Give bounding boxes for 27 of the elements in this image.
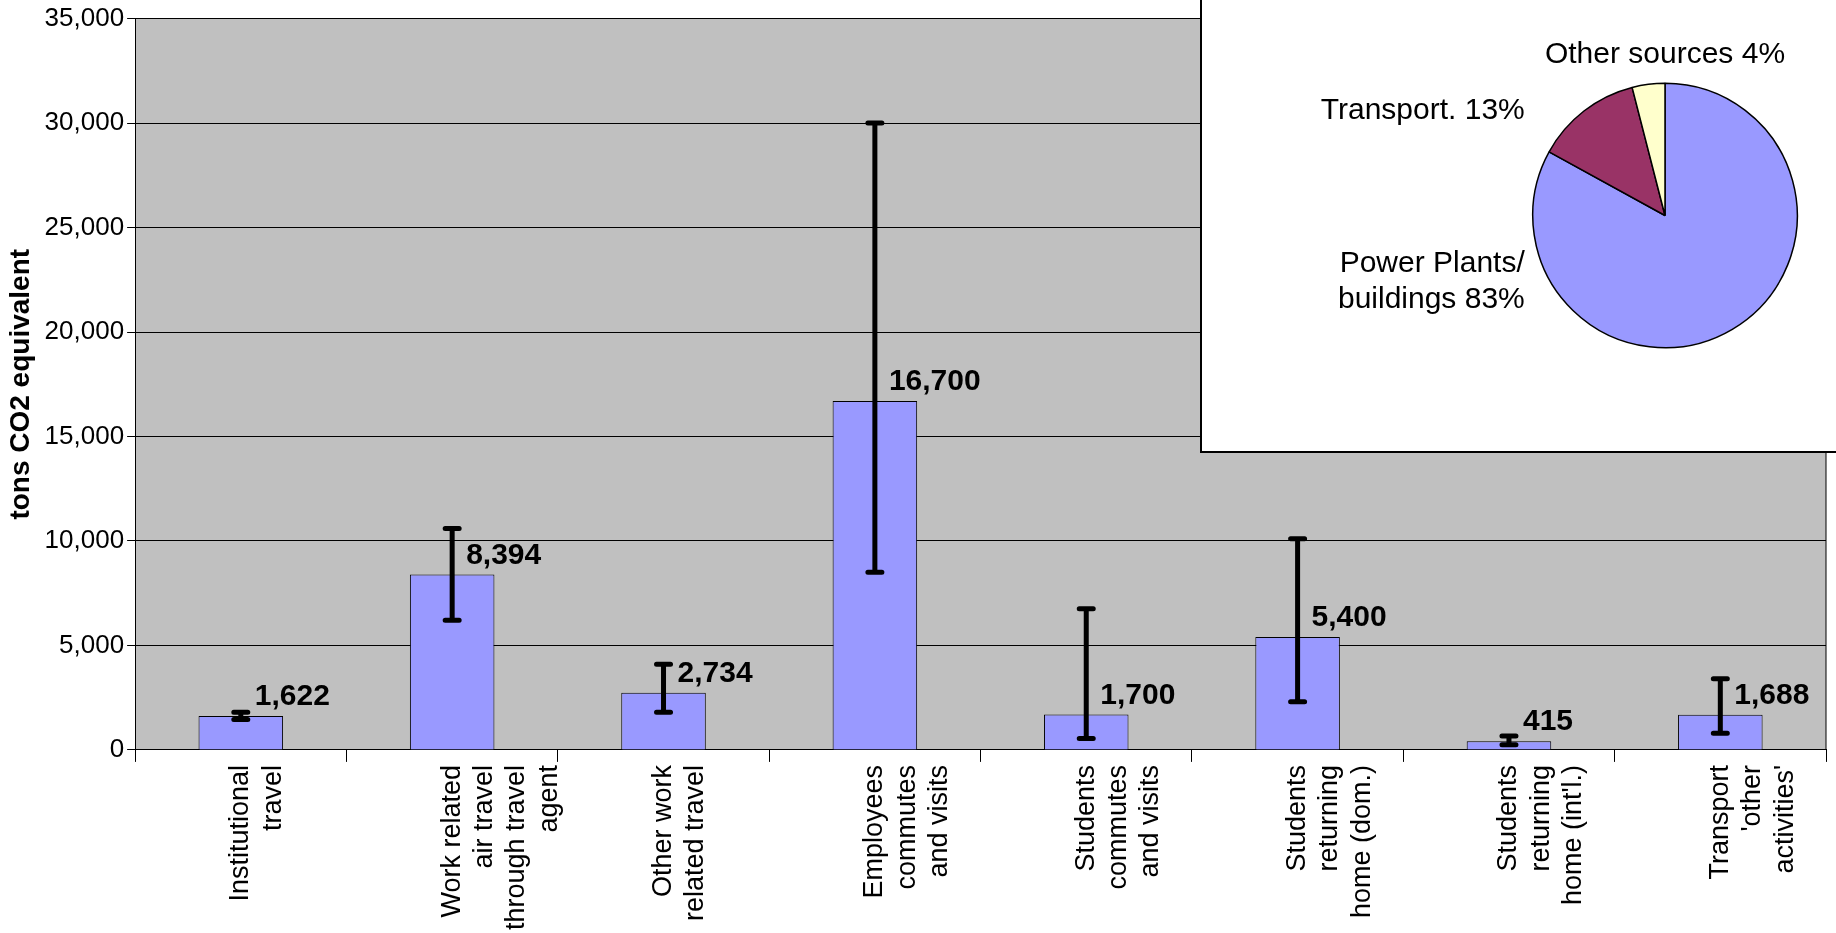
y-tick-label: 5,000: [59, 628, 125, 659]
data-label: 16,700: [888, 363, 981, 397]
data-label: 5,400: [1311, 599, 1387, 633]
data-label: 8,394: [466, 536, 542, 570]
y-tick-label: 25,000: [44, 210, 125, 241]
data-label: 1,688: [1734, 676, 1810, 710]
x-tick-label: Students returning home (int'l.): [1492, 764, 1588, 906]
y-tick-label: 35,000: [44, 1, 125, 32]
data-label: 2,734: [677, 655, 753, 689]
x-tick-label: Institutional travel: [224, 764, 287, 902]
data-label: 1,700: [1100, 676, 1176, 710]
x-tick-label: Transport 'other activities': [1703, 764, 1799, 880]
data-label: 415: [1522, 703, 1574, 737]
slice-label: Power Plants/ buildings 83%: [1337, 244, 1526, 314]
x-tick-label: Employees commutes and visits: [858, 764, 954, 899]
x-tick-label: Work related air travel through travel agent: [435, 764, 563, 931]
data-label: 1,622: [254, 678, 330, 712]
x-tick-label: Students commutes and visits: [1069, 764, 1165, 890]
slice-label: Transport. 13%: [1320, 92, 1525, 126]
y-tick-label: 20,000: [44, 315, 125, 346]
x-tick-label: Students returning home (dom.): [1281, 764, 1376, 918]
y-axis-title: tons CO2 equivalent: [3, 248, 35, 520]
slice-label: Other sources 4%: [1544, 35, 1786, 69]
y-tick-label: 30,000: [44, 106, 125, 137]
y-tick-label: 15,000: [44, 419, 125, 450]
y-tick-label: 0: [109, 733, 125, 764]
y-tick-label: 10,000: [44, 524, 125, 555]
